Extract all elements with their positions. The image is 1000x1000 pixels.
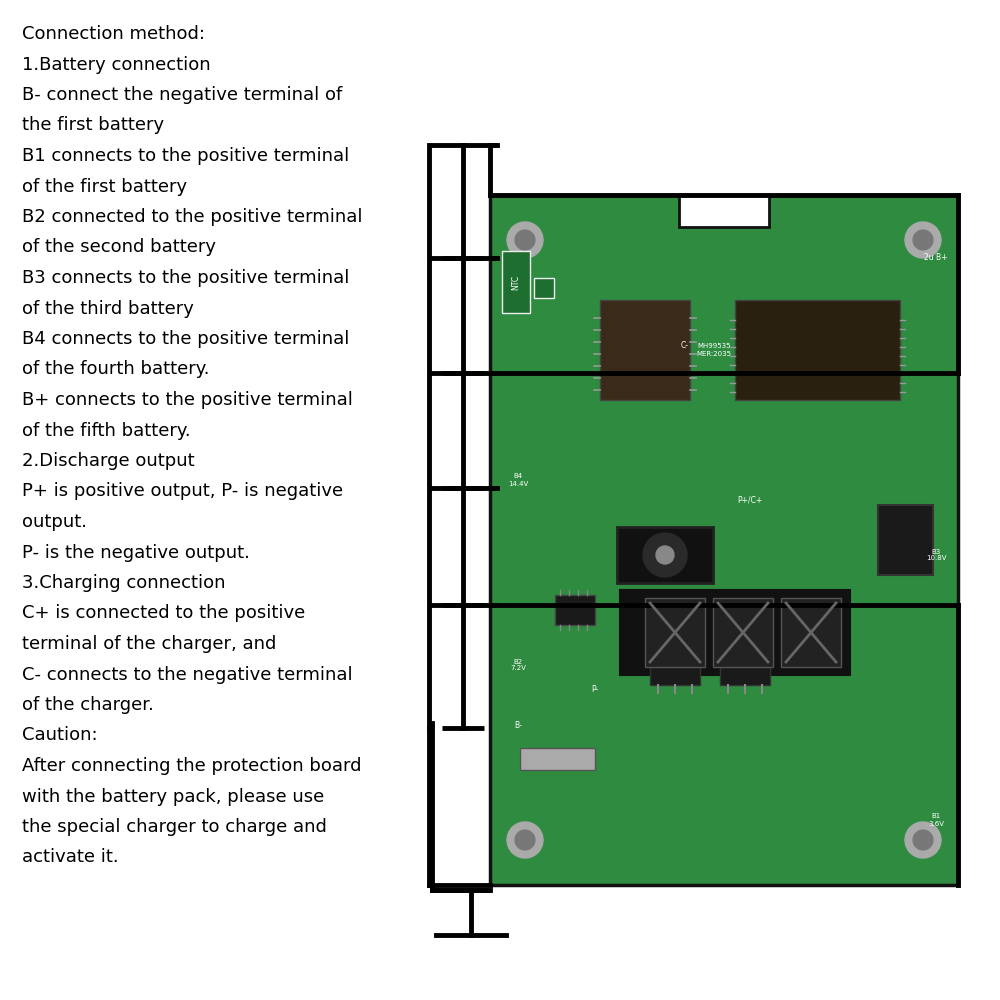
Text: 1.Battery connection: 1.Battery connection bbox=[22, 55, 211, 74]
Bar bbox=[555, 595, 595, 625]
Circle shape bbox=[515, 230, 535, 250]
Text: C+ is connected to the positive: C+ is connected to the positive bbox=[22, 604, 305, 622]
Text: B4 connects to the positive terminal: B4 connects to the positive terminal bbox=[22, 330, 349, 348]
Text: of the first battery: of the first battery bbox=[22, 178, 187, 196]
Text: B- connect the negative terminal of: B- connect the negative terminal of bbox=[22, 86, 342, 104]
Circle shape bbox=[913, 230, 933, 250]
Text: 3.Charging connection: 3.Charging connection bbox=[22, 574, 226, 592]
Bar bbox=[600, 300, 690, 400]
Bar bbox=[502, 251, 530, 313]
Text: B4
14.4V: B4 14.4V bbox=[508, 474, 528, 487]
Text: B2
7.2V: B2 7.2V bbox=[510, 658, 526, 672]
Circle shape bbox=[905, 222, 941, 258]
Text: of the third battery: of the third battery bbox=[22, 300, 194, 318]
Bar bbox=[645, 598, 705, 667]
Text: activate it.: activate it. bbox=[22, 848, 119, 866]
Bar bbox=[617, 527, 713, 583]
Text: with the battery pack, please use: with the battery pack, please use bbox=[22, 788, 324, 806]
Text: terminal of the charger, and: terminal of the charger, and bbox=[22, 635, 276, 653]
Text: B+ connects to the positive terminal: B+ connects to the positive terminal bbox=[22, 391, 353, 409]
Text: P-: P- bbox=[591, 686, 599, 694]
Bar bbox=[679, 195, 769, 227]
Text: P- is the negative output.: P- is the negative output. bbox=[22, 544, 250, 562]
Text: of the charger.: of the charger. bbox=[22, 696, 154, 714]
Text: output.: output. bbox=[22, 513, 87, 531]
Text: P+/C+: P+/C+ bbox=[737, 495, 763, 504]
Bar bbox=[720, 625, 770, 685]
Bar bbox=[490, 195, 958, 885]
Bar bbox=[534, 278, 554, 298]
Bar bbox=[878, 505, 933, 575]
Text: B3
10.8V: B3 10.8V bbox=[926, 548, 946, 562]
Bar bbox=[713, 598, 773, 667]
Text: Caution:: Caution: bbox=[22, 726, 98, 744]
Circle shape bbox=[507, 822, 543, 858]
Circle shape bbox=[913, 830, 933, 850]
Text: 2u B+: 2u B+ bbox=[924, 252, 948, 261]
Bar bbox=[781, 598, 841, 667]
Text: the first battery: the first battery bbox=[22, 116, 164, 134]
Text: B1
3.6V: B1 3.6V bbox=[928, 814, 944, 826]
Text: Connection method:: Connection method: bbox=[22, 25, 205, 43]
Text: After connecting the protection board: After connecting the protection board bbox=[22, 757, 362, 775]
Text: of the fifth battery.: of the fifth battery. bbox=[22, 422, 191, 440]
Text: the special charger to charge and: the special charger to charge and bbox=[22, 818, 327, 836]
Circle shape bbox=[905, 822, 941, 858]
Text: 2.Discharge output: 2.Discharge output bbox=[22, 452, 195, 470]
Circle shape bbox=[507, 222, 543, 258]
Circle shape bbox=[515, 830, 535, 850]
Text: C-: C- bbox=[681, 340, 689, 350]
Text: B3 connects to the positive terminal: B3 connects to the positive terminal bbox=[22, 269, 349, 287]
Text: NTC: NTC bbox=[512, 274, 520, 290]
Text: of the fourth battery.: of the fourth battery. bbox=[22, 360, 210, 378]
Text: MH99535
MER:2035: MH99535 MER:2035 bbox=[696, 344, 732, 357]
Circle shape bbox=[656, 546, 674, 564]
Bar bbox=[620, 590, 850, 675]
Text: C- connects to the negative terminal: C- connects to the negative terminal bbox=[22, 666, 353, 684]
Text: P+ is positive output, P- is negative: P+ is positive output, P- is negative bbox=[22, 483, 343, 500]
Circle shape bbox=[643, 533, 687, 577]
Bar bbox=[735, 300, 900, 400]
Text: of the second battery: of the second battery bbox=[22, 238, 216, 256]
Bar bbox=[650, 625, 700, 685]
Text: B2 connected to the positive terminal: B2 connected to the positive terminal bbox=[22, 208, 362, 226]
Text: B-: B- bbox=[514, 720, 522, 730]
Text: B1 connects to the positive terminal: B1 connects to the positive terminal bbox=[22, 147, 349, 165]
Bar bbox=[520, 748, 595, 770]
